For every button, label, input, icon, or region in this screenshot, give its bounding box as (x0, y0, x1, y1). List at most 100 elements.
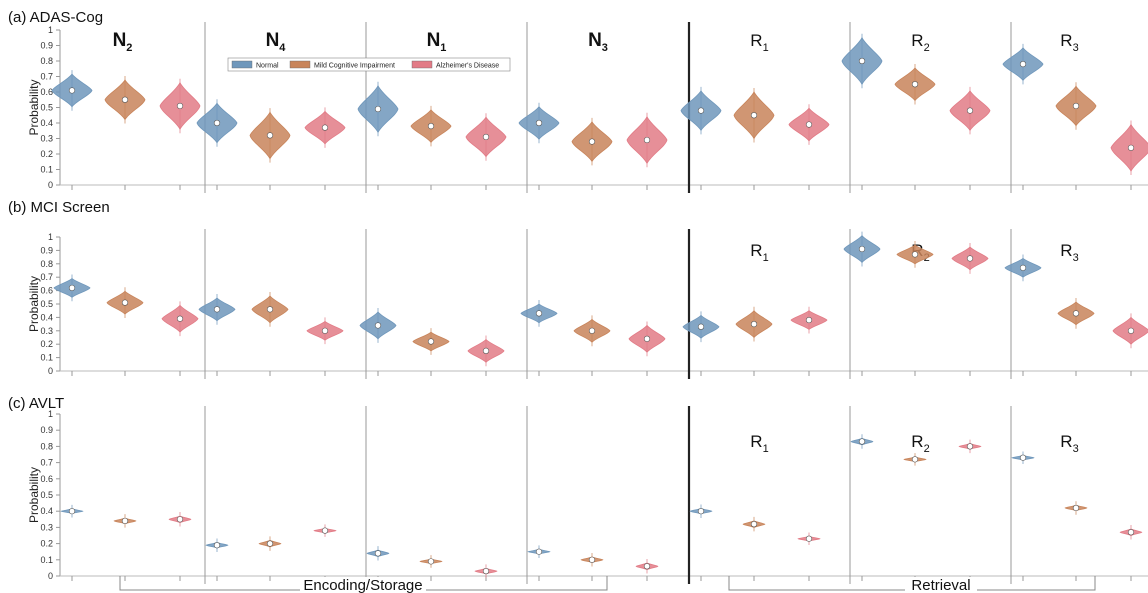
violin-median (213, 119, 221, 127)
y-axis-label: Probability (27, 79, 41, 135)
panel-title: (b) MCI Screen (8, 199, 110, 216)
group-label-sub: 1 (763, 252, 769, 264)
y-tick-label: 0.3 (40, 522, 53, 532)
y-tick-label: 1 (48, 409, 53, 419)
y-tick-label: 0.8 (40, 259, 53, 269)
group-label-sub: 3 (602, 42, 608, 54)
bottom-brackets: Encoding/Storage Retrieval (119, 576, 1096, 593)
group-label: R3 (1060, 31, 1078, 54)
group-label: R3 (1060, 241, 1078, 264)
panel-title: (c) AVLT (8, 395, 64, 412)
group-label: N4 (266, 30, 287, 54)
group-label: N2 (113, 30, 133, 54)
violin-median (321, 124, 329, 131)
violin-median (374, 105, 382, 113)
group-label: N1 (427, 30, 447, 54)
violin-median (321, 527, 329, 534)
y-tick-label: 0.5 (40, 103, 53, 113)
y-tick-label: 0.1 (40, 353, 53, 363)
y-tick-label: 0.9 (40, 425, 53, 435)
violin-median (697, 323, 705, 330)
group-label-sub: 3 (1073, 443, 1079, 455)
violin-median (1072, 310, 1080, 317)
violin-median (911, 456, 919, 463)
y-tick-label: 0.6 (40, 474, 53, 484)
group-label-sub: 1 (763, 443, 769, 455)
group-label-sub: 2 (924, 42, 930, 54)
y-tick-label: 0.6 (40, 286, 53, 296)
violin-median (427, 338, 435, 345)
y-tick-label: 0.9 (40, 245, 53, 255)
group-label: R2 (911, 432, 929, 455)
violin-median (535, 310, 543, 317)
y-tick-label: 1 (48, 232, 53, 242)
legend-swatch (231, 60, 253, 69)
legend-label: Normal (256, 63, 279, 70)
y-tick-label: 0.7 (40, 458, 53, 468)
violin-median (68, 284, 76, 292)
legend-swatch (411, 60, 433, 69)
y-tick-label: 0 (48, 366, 53, 376)
y-tick-label: 0.5 (40, 299, 53, 309)
group-label-sub: 3 (1073, 42, 1079, 54)
violin-median (858, 245, 866, 253)
violin-median (588, 556, 596, 563)
violin-median (482, 133, 490, 141)
y-tick-label: 0.9 (40, 41, 53, 51)
y-tick-label: 0.4 (40, 312, 53, 322)
violin-median (1019, 60, 1027, 68)
group-label-sub: 3 (1073, 252, 1079, 264)
violin-median (966, 107, 974, 114)
encoding-label-bg (300, 577, 426, 593)
legend-swatch (289, 60, 311, 69)
panel-0: (a) ADAS-Cog 0 0.1 0.2 0.3 0.4 0.5 0.6 0.7 0.8 0.9… (8, 9, 1148, 193)
violin-median (213, 306, 221, 313)
y-tick-label: 0.4 (40, 118, 53, 128)
y-tick-label: 0.1 (40, 165, 53, 175)
y-tick-label: 0.1 (40, 555, 53, 565)
violin-median (535, 548, 543, 555)
panel-title: (a) ADAS-Cog (8, 9, 103, 26)
violin-median (176, 315, 184, 322)
violin-median (643, 335, 651, 342)
violin-median (1072, 504, 1080, 512)
y-tick-label: 0.8 (40, 56, 53, 66)
group-label: R1 (750, 432, 768, 455)
legend-label: Alzheimer's Disease (436, 63, 499, 70)
violin-median (1127, 529, 1135, 536)
group-label: R1 (750, 31, 768, 54)
violin-median (427, 558, 435, 565)
violin-median (176, 516, 184, 523)
violin-median (966, 443, 974, 450)
violin-median (911, 81, 919, 88)
violin-median (911, 251, 919, 258)
y-tick-label: 0 (48, 180, 53, 190)
violin-median (121, 96, 129, 103)
encoding-label: Encoding/Storage (303, 577, 422, 593)
y-tick-label: 0.7 (40, 272, 53, 282)
group-label-sub: 1 (763, 42, 769, 54)
violin-median (697, 107, 705, 114)
retrieval-label-bg (905, 577, 977, 593)
violin-median (213, 542, 221, 549)
violin-median (266, 540, 274, 547)
group-label: R3 (1060, 432, 1078, 455)
violin-median (1019, 264, 1027, 271)
group-label-sub: 4 (279, 42, 286, 54)
violin-median (321, 327, 329, 334)
violin-median (805, 121, 813, 128)
violin-median (266, 132, 274, 139)
group-label-sub: 2 (924, 443, 930, 455)
panel-1: (b) MCI Screen 0 0.1 0.2 0.3 0.4 0.5 0.6 0.7 0.8 0… (8, 199, 1148, 379)
y-tick-label: 0.2 (40, 339, 53, 349)
violin-median (68, 87, 76, 94)
y-axis-label: Probability (27, 276, 41, 332)
violin-median (858, 57, 866, 65)
violin-median (266, 306, 274, 313)
violin-median (1127, 327, 1135, 334)
panel-2: (c) AVLT 0 0.1 0.2 0.3 0.4 0.5 0.6 0.7 0.8 0.9 1 Pro… (8, 395, 1148, 584)
violin-median (374, 322, 382, 329)
group-label: N3 (588, 30, 608, 54)
violin-median (176, 102, 184, 110)
